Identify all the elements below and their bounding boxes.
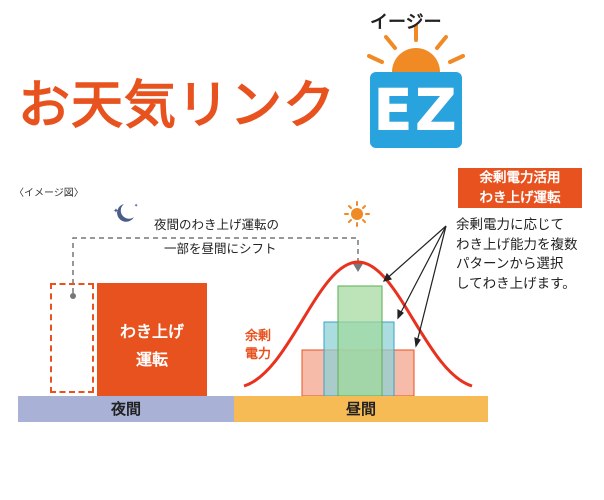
callout-body-line3: パターンから選択 — [456, 256, 564, 272]
callout-title-line1: 余剰電力活用 — [479, 170, 561, 186]
block-label-line2: 運転 — [135, 350, 168, 369]
callout-pointers — [382, 225, 447, 348]
callout-body-line2: わき上げ能力を複数 — [456, 236, 578, 253]
day-label: 昼間 — [345, 400, 376, 418]
night-label: 夜間 — [110, 400, 141, 418]
shift-arrow — [70, 237, 364, 299]
shift-label-line1: 夜間のわき上げ運転の — [154, 217, 280, 232]
callout-body-line4: してわき上げます。 — [456, 275, 576, 292]
surplus-power-label: 余剰 電力 — [240, 328, 276, 364]
callout-body: 余剰電力に応じて わき上げ能力を複数 パターンから選択 してわき上げます。 — [456, 216, 596, 294]
brand-title: お天気リンク — [18, 76, 337, 136]
surplus-power-curve — [243, 260, 473, 388]
night-bar — [18, 396, 234, 422]
ez-logo-box — [370, 72, 462, 148]
ez-ruby-text: イージー — [370, 12, 442, 33]
callout-body-line1: 余剰電力に応じて — [456, 217, 564, 233]
ez-logo-text: EZ — [373, 76, 459, 144]
block-label-line1: わき上げ — [119, 322, 184, 341]
heating-operation-block — [97, 283, 207, 396]
night-shifted-slot — [50, 283, 94, 393]
svg-text:✦: ✦ — [134, 203, 138, 209]
day-bar — [234, 396, 488, 422]
surplus-label-line1: 余剰 — [244, 329, 271, 344]
pattern-small — [337, 285, 383, 397]
sun-icon — [344, 201, 370, 227]
callout-title-line2: わき上げ運転 — [479, 190, 561, 206]
moon-icon: ✦ ✦ — [113, 203, 138, 222]
callout-title: 余剰電力活用 わき上げ運転 — [458, 168, 582, 208]
shift-label-line2: 一部を昼間にシフト — [164, 241, 277, 256]
sunrise-icon — [367, 24, 465, 72]
svg-text:✦: ✦ — [113, 207, 119, 215]
surplus-label-line2: 電力 — [244, 347, 271, 362]
capacity-patterns — [301, 285, 415, 397]
diagram-caption: 〈イメージ図〉 — [14, 188, 84, 199]
